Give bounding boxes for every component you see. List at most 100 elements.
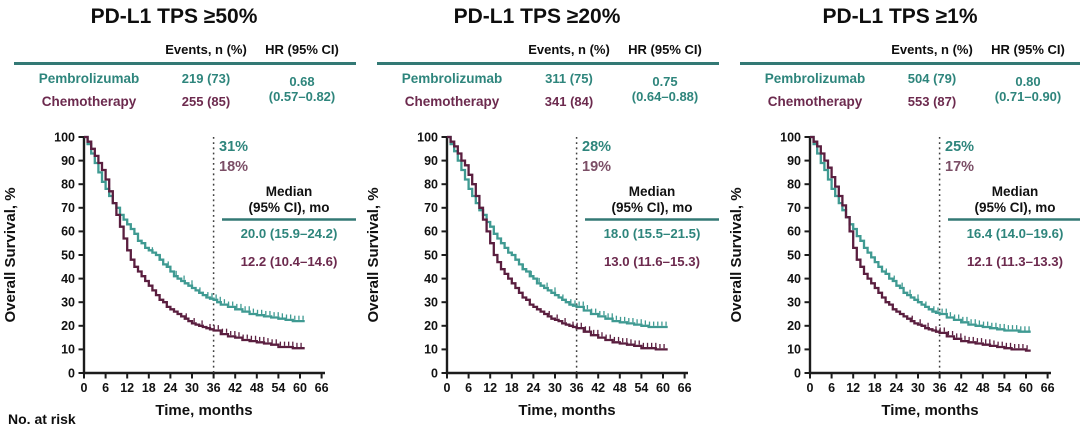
row-label-chemotherapy: Chemotherapy: [41, 94, 137, 109]
y-tick-label: 80: [787, 178, 801, 192]
landmark-pct-pembrolizumab: 25%: [945, 139, 974, 155]
median-pembrolizumab: 16.4 (14.0–19.6): [967, 226, 1064, 241]
hazard-ratio: 0.75 (0.64–0.88): [612, 74, 718, 104]
y-tick-label: 60: [424, 225, 438, 239]
x-tick-label: 42: [591, 381, 605, 395]
y-tick-label: 20: [61, 319, 75, 333]
events-column-header: Events, n (%): [528, 42, 610, 57]
hr-column-header: HR (95% CI): [991, 42, 1065, 57]
x-tick-label: 60: [1019, 381, 1033, 395]
hr-ci: (0.71–0.90): [994, 88, 1062, 104]
y-tick-label: 60: [787, 225, 801, 239]
x-tick-label: 24: [526, 381, 540, 395]
y-axis-title: Overall Survival, %: [2, 187, 19, 322]
row-label-pembrolizumab: Pembrolizumab: [764, 71, 866, 86]
y-tick-label: 0: [794, 366, 801, 380]
x-axis-title: Time, months: [881, 402, 978, 419]
no-at-risk-label: No. at risk: [8, 411, 76, 427]
table-rule: [14, 62, 356, 65]
x-tick-label: 30: [911, 381, 925, 395]
x-axis-title: Time, months: [518, 402, 615, 419]
y-tick-label: 90: [787, 154, 801, 168]
panel-title: PD-L1 TPS ≥50%: [90, 5, 258, 28]
panel-tps-1: PD-L1 TPS ≥1% Events, n (%) HR (95% CI) …: [726, 0, 1080, 428]
x-tick-label: 54: [997, 381, 1011, 395]
km-chart-tps-20: 0 6 12 18 24 30 36 42 48 54 60 66010203040506070809…: [365, 130, 719, 419]
y-tick-label: 20: [787, 319, 801, 333]
y-tick-label: 90: [61, 154, 75, 168]
x-tick-label: 36: [207, 381, 221, 395]
x-tick-label: 36: [933, 381, 947, 395]
x-tick-label: 54: [271, 381, 285, 395]
y-axis-title: Overall Survival, %: [365, 187, 382, 322]
median-header-line2: (95% CI), mo: [248, 200, 329, 215]
y-tick-label: 70: [787, 201, 801, 215]
panel-title: PD-L1 TPS ≥1%: [822, 5, 978, 28]
events-pembrolizumab: 504 (79): [907, 71, 957, 86]
km-curve-chemotherapy: [84, 135, 305, 350]
x-tick-label: 0: [807, 381, 814, 395]
y-tick-label: 50: [61, 248, 75, 262]
x-tick-label: 6: [465, 381, 472, 395]
x-tick-label: 18: [868, 381, 882, 395]
y-tick-label: 70: [61, 201, 75, 215]
x-tick-label: 66: [315, 381, 329, 395]
y-tick-label: 30: [787, 296, 801, 310]
y-tick-label: 10: [424, 343, 438, 357]
y-tick-label: 100: [780, 130, 801, 144]
x-tick-label: 6: [828, 381, 835, 395]
landmark-pct-pembrolizumab: 31%: [219, 139, 248, 155]
y-tick-label: 60: [61, 225, 75, 239]
table-rule: [740, 62, 1080, 65]
row-label-chemotherapy: Chemotherapy: [404, 94, 500, 109]
hr-value: 0.75: [652, 74, 678, 89]
landmark-pct-chemotherapy: 18%: [219, 159, 248, 175]
panel-title: PD-L1 TPS ≥20%: [453, 5, 621, 28]
y-tick-label: 40: [61, 272, 75, 286]
median-header-line1: Median: [992, 184, 1039, 199]
y-tick-label: 0: [68, 366, 75, 380]
median-pembrolizumab: 20.0 (15.9–24.2): [241, 226, 338, 241]
x-tick-label: 24: [163, 381, 177, 395]
x-tick-label: 66: [1041, 381, 1055, 395]
events-pembrolizumab: 311 (75): [545, 71, 593, 86]
hr-value: 0.80: [1015, 74, 1041, 89]
panel-tps-50: PD-L1 TPS ≥50% Events, n (%) HR (95% CI)…: [0, 0, 360, 428]
median-header-line2: (95% CI), mo: [611, 200, 692, 215]
x-tick-label: 0: [81, 381, 88, 395]
x-tick-label: 24: [889, 381, 903, 395]
x-tick-label: 60: [293, 381, 307, 395]
x-tick-label: 18: [505, 381, 519, 395]
events-chemotherapy: 341 (84): [544, 94, 594, 109]
y-axis-title: Overall Survival, %: [728, 187, 745, 322]
hr-column-header: HR (95% CI): [628, 42, 702, 57]
y-tick-label: 40: [787, 272, 801, 286]
y-tick-label: 50: [787, 248, 801, 262]
panel-tps-20: PD-L1 TPS ≥20% Events, n (%) HR (95% CI)…: [363, 0, 723, 428]
x-tick-label: 6: [102, 381, 109, 395]
median-header-line2: (95% CI), mo: [974, 200, 1055, 215]
x-tick-label: 48: [250, 381, 264, 395]
y-tick-label: 100: [417, 130, 438, 144]
median-chemotherapy: 12.1 (11.3–13.3): [967, 254, 1063, 269]
x-tick-label: 42: [228, 381, 242, 395]
x-tick-label: 42: [954, 381, 968, 395]
hr-value: 0.68: [289, 74, 315, 89]
y-tick-label: 50: [424, 248, 438, 262]
y-tick-label: 20: [424, 319, 438, 333]
x-tick-label: 18: [142, 381, 156, 395]
x-axis-title: Time, months: [155, 402, 252, 419]
median-header-line1: Median: [266, 184, 313, 199]
x-tick-label: 0: [444, 381, 451, 395]
hr-column-header: HR (95% CI): [265, 42, 339, 57]
km-curve-chemotherapy: [810, 135, 1031, 352]
y-tick-label: 0: [431, 366, 438, 380]
x-tick-label: 12: [483, 381, 497, 395]
y-tick-label: 80: [424, 178, 438, 192]
km-curve-pembrolizumab: [447, 135, 668, 329]
landmark-pct-chemotherapy: 19%: [582, 159, 611, 175]
x-tick-label: 54: [634, 381, 648, 395]
km-chart-tps-1: 0 6 12 18 24 30 36 42 48 54 60 66010203040506070809…: [728, 130, 1080, 419]
x-tick-label: 30: [185, 381, 199, 395]
